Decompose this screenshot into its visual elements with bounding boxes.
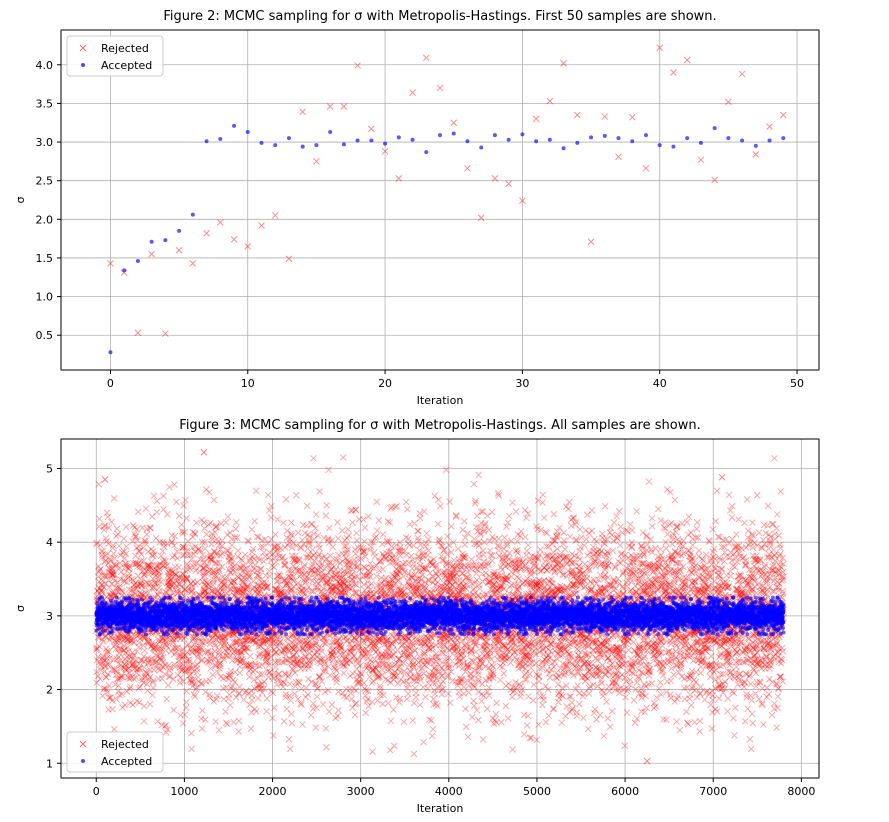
accepted-point — [301, 145, 305, 149]
x-tick-label: 20 — [378, 377, 392, 390]
legend-accepted-label: Accepted — [101, 59, 152, 72]
accepted-point — [108, 350, 112, 354]
accepted-point — [369, 139, 373, 143]
y-tick-label: 0.5 — [36, 329, 54, 342]
accepted-point — [548, 138, 552, 142]
accepted-point — [191, 213, 195, 217]
accepted-point — [177, 229, 181, 233]
legend-accepted-marker — [81, 63, 85, 67]
accepted-point — [397, 135, 401, 139]
plot-area — [61, 30, 819, 370]
accepted-point — [685, 136, 689, 140]
accepted-point — [479, 145, 483, 149]
accepted-point — [562, 146, 566, 150]
accepted-point — [507, 138, 511, 142]
accepted-point — [136, 259, 140, 263]
accepted-point — [438, 133, 442, 137]
y-tick-label: 3.5 — [36, 97, 54, 110]
chart-figure-3: Figure 3: MCMC sampling for σ with Metro… — [0, 411, 889, 822]
accepted-point — [122, 268, 126, 272]
accepted-point — [726, 136, 730, 140]
y-tick-label: 1.5 — [36, 252, 54, 265]
y-tick-label: 1.0 — [36, 291, 54, 304]
y-tick-label: 2.5 — [36, 175, 54, 188]
accepted-point — [259, 141, 263, 145]
chart-title: Figure 3: MCMC sampling for σ with Metro… — [179, 418, 700, 433]
accepted-point — [768, 139, 772, 143]
accepted-point — [589, 135, 593, 139]
x-tick-label: 0 — [107, 377, 114, 390]
accepted-point — [328, 130, 332, 134]
accepted-point — [534, 139, 538, 143]
accepted-point — [246, 130, 250, 134]
accepted-point — [617, 136, 621, 140]
accepted-point — [644, 133, 648, 137]
y-axis-ticks: 0.5 1.0 1.5 2.0 2.5 3.0 3.5 4.0 — [36, 59, 62, 342]
accepted-point — [740, 139, 744, 143]
accepted-point — [411, 138, 415, 142]
accepted-point — [671, 145, 675, 149]
y-tick-label: 4.0 — [36, 59, 54, 72]
legend-rejected-label: Rejected — [101, 42, 149, 55]
accepted-point — [754, 144, 758, 148]
accepted-point — [699, 141, 703, 145]
x-axis-label: Iteration — [417, 394, 464, 407]
accepted-point — [575, 141, 579, 145]
accepted-point — [287, 136, 291, 140]
accepted-point — [383, 142, 387, 146]
accepted-point — [781, 136, 785, 140]
legend: Rejected Accepted — [67, 36, 163, 76]
accepted-point — [520, 132, 524, 136]
x-tick-label: 40 — [653, 377, 667, 390]
accepted-point — [218, 137, 222, 141]
chart-title: Figure 2: MCMC sampling for σ with Metro… — [163, 9, 716, 24]
accepted-point — [424, 150, 428, 154]
x-tick-label: 50 — [790, 377, 804, 390]
chart-figure-2: Figure 2: MCMC sampling for σ with Metro… — [0, 0, 889, 411]
accepted-point — [163, 238, 167, 242]
accepted-point — [205, 139, 209, 143]
y-axis-label: σ — [14, 196, 27, 203]
accepted-point — [356, 139, 360, 143]
accepted-point — [232, 124, 236, 128]
y-tick-label: 2.0 — [36, 213, 54, 226]
accepted-point — [273, 143, 277, 147]
accepted-point — [150, 240, 154, 244]
accepted-point — [493, 133, 497, 137]
x-tick-label: 30 — [515, 377, 529, 390]
accepted-point — [630, 139, 634, 143]
x-axis-ticks: 0 10 20 30 40 50 — [107, 370, 804, 390]
accepted-point — [314, 143, 318, 147]
y-tick-label: 3.0 — [36, 136, 54, 149]
accepted-point — [342, 142, 346, 146]
accepted-point — [658, 143, 662, 147]
x-tick-label: 10 — [241, 377, 255, 390]
accepted-point — [603, 134, 607, 138]
accepted-point — [465, 139, 469, 143]
accepted-point — [452, 132, 456, 136]
accepted-point — [713, 126, 717, 130]
